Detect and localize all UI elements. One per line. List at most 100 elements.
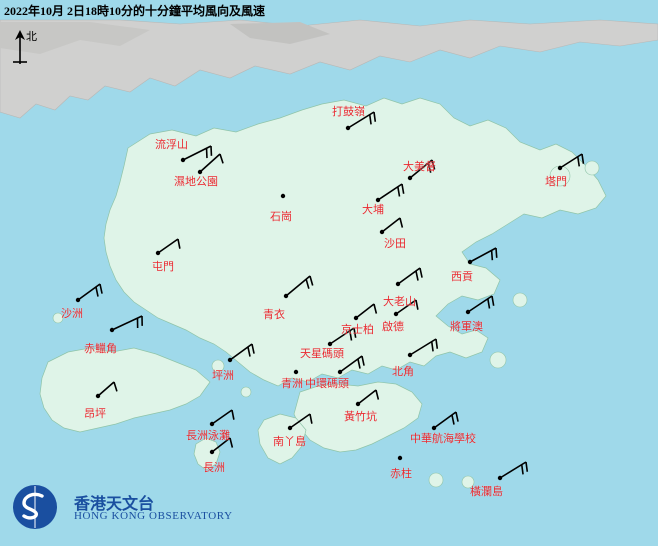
wind-barb-feather — [231, 409, 235, 420]
wind-barb-shaft — [377, 183, 403, 201]
wind-barb-feather — [520, 464, 524, 475]
wind-barb-shaft — [211, 409, 233, 425]
station-label: 大埔 — [362, 204, 384, 216]
page-title: 2022年10月 2日18時10分的十分鐘平均風向及風速 — [4, 4, 266, 18]
station-label: 沙田 — [384, 238, 406, 250]
wind-barb-shaft — [467, 295, 493, 313]
station-label: 啟德 — [382, 321, 404, 333]
wind-barb-shaft — [355, 303, 375, 319]
wind-barb-feather — [401, 183, 405, 194]
wind-barbs-layer — [75, 111, 585, 481]
wind-barb-shaft — [77, 283, 101, 301]
station-label: 沙洲 — [61, 308, 83, 320]
wind-barb-feather — [309, 413, 313, 424]
station-label: 中華航海學校 — [410, 433, 476, 445]
wind-barb-feather — [99, 283, 103, 294]
station-label: 青洲 — [281, 378, 303, 390]
station-label: 坪洲 — [212, 370, 234, 382]
wind-barb-feather — [427, 162, 432, 173]
wind-barb-feather — [219, 153, 224, 164]
station-label: 京士柏 — [341, 324, 374, 336]
station-marker — [280, 193, 286, 199]
wind-barb-feather — [435, 338, 439, 349]
station-label: 赤柱 — [390, 468, 412, 480]
wind-barb-shaft — [559, 153, 583, 169]
wind-barb-feather — [576, 156, 581, 167]
wind-barb-feather — [397, 186, 401, 197]
wind-barb-feather — [525, 461, 529, 472]
wind-barb-shaft — [395, 299, 417, 315]
station-label: 石崗 — [270, 211, 292, 223]
wind-barb-shaft — [409, 159, 433, 179]
station-marker — [397, 455, 403, 461]
wind-barb-feather — [373, 303, 378, 314]
wind-barb-feather — [491, 295, 495, 306]
wind-barb-feather — [251, 343, 255, 354]
station-label: 天星碼頭 — [300, 348, 344, 360]
station-label: 流浮山 — [155, 139, 188, 151]
station-label: 將軍澳 — [450, 321, 483, 333]
wind-barb-shaft — [381, 217, 401, 233]
wind-barb-feather — [368, 114, 372, 125]
wind-barb-feather — [349, 330, 353, 341]
wind-barb-feather — [419, 267, 423, 278]
wind-barb-feather — [455, 411, 459, 422]
wind-barb-shaft — [229, 343, 253, 361]
wind-barb-feather — [95, 286, 99, 297]
wind-barb-shaft — [357, 389, 377, 405]
hongkong-landmass — [103, 97, 607, 387]
station-label: 南丫島 — [273, 436, 306, 448]
station-label: 橫瀾島 — [470, 486, 503, 498]
wind-barb-shaft — [289, 413, 311, 429]
hko-logo: 香港天文台 HONG KONG OBSERVATORY — [8, 482, 248, 534]
station-label: 中環碼頭 — [305, 378, 349, 390]
north-arrow-icon — [13, 30, 27, 64]
wind-barb-shaft — [97, 381, 115, 397]
wind-barb-feather — [357, 358, 361, 369]
wind-barb-feather — [305, 278, 310, 289]
wind-barb-feather — [177, 238, 181, 249]
wind-barb-feather — [415, 270, 419, 281]
station-label: 昂坪 — [84, 408, 106, 420]
wind-barb-shaft — [157, 238, 179, 254]
station-label: 長洲泳灘 — [186, 430, 230, 442]
wind-barb-shaft — [433, 411, 457, 429]
mainland-area — [0, 19, 658, 119]
wind-barb-feather — [309, 275, 314, 286]
wind-barb-shaft — [469, 247, 497, 263]
wind-barb-feather — [415, 299, 419, 310]
wind-barb-feather — [361, 355, 365, 366]
wind-barb-feather — [495, 247, 498, 258]
north-label: 北 — [26, 31, 37, 43]
wind-barb-feather — [451, 414, 455, 425]
station-marker — [293, 369, 299, 375]
logo-text-zh: 香港天文台 — [74, 496, 155, 513]
station-label: 屯門 — [152, 261, 174, 273]
wind-barb-feather — [399, 217, 404, 228]
small-islands — [52, 160, 600, 489]
station-label: 打鼓嶺 — [332, 106, 365, 118]
hko-logo-icon — [13, 485, 57, 529]
wind-barb-shaft — [397, 267, 421, 285]
station-label: 青衣 — [263, 309, 285, 321]
station-label: 大美督 — [403, 161, 436, 173]
wind-barb-feather — [430, 341, 434, 352]
wind-barb-feather — [353, 327, 357, 338]
hongkong-island — [293, 381, 423, 453]
wind-barb-feather — [113, 381, 118, 392]
station-label: 北角 — [392, 366, 414, 378]
wind-barb-feather — [487, 298, 491, 309]
wind-barb-feather — [375, 389, 380, 400]
wind-barb-feather — [431, 159, 436, 170]
station-label: 大老山 — [383, 296, 416, 308]
wind-barb-feather — [229, 437, 234, 448]
lantau-island — [39, 347, 211, 433]
station-label: 塔門 — [545, 176, 567, 188]
wind-barb-feather — [247, 346, 251, 357]
wind-barb-shaft — [339, 355, 363, 373]
station-label: 赤鱲角 — [84, 343, 117, 355]
wind-barb-shaft — [329, 327, 355, 345]
wind-barb-shaft — [199, 153, 221, 173]
station-label: 西貢 — [451, 271, 473, 283]
